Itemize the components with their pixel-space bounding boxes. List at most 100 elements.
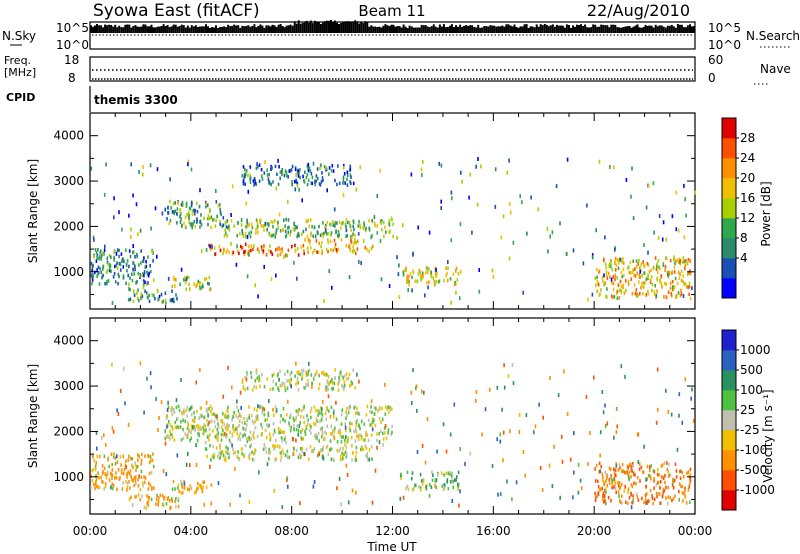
range-gate-cell xyxy=(601,478,604,483)
range-gate-cell xyxy=(316,435,318,439)
range-gate-cell xyxy=(335,248,338,252)
range-gate-cell xyxy=(311,384,313,389)
time-tick-label: 04:00 xyxy=(174,524,209,538)
nsky-bar xyxy=(634,25,637,33)
range-gate-cell xyxy=(407,288,409,292)
range-gate-cell xyxy=(332,248,334,252)
range-gate-cell xyxy=(221,425,223,429)
range-gate-cell xyxy=(646,261,649,266)
range-gate-cell xyxy=(118,274,120,279)
range-gate-cell xyxy=(298,233,300,238)
range-gate-cell xyxy=(351,488,354,493)
range-gate-cell xyxy=(621,462,624,467)
range-gate-cell xyxy=(236,233,238,238)
range-gate-cell xyxy=(360,419,363,424)
range-gate-cell xyxy=(101,275,103,280)
range-gate-cell xyxy=(162,469,165,473)
range-gate-cell xyxy=(353,227,355,232)
range-gate-cell xyxy=(618,258,620,262)
range-gate-cell xyxy=(149,163,152,168)
range-gate-cell xyxy=(314,179,316,184)
range-gate-cell xyxy=(632,494,634,498)
range-gate-cell xyxy=(310,415,312,420)
range-gate-cell xyxy=(121,259,123,263)
range-gate-cell xyxy=(630,468,632,472)
range-gate-cell xyxy=(530,195,532,200)
range-gate-cell xyxy=(249,180,252,185)
range-gate-cell xyxy=(136,465,138,469)
nsky-bar xyxy=(672,26,675,33)
range-gate-cell xyxy=(614,256,617,261)
nsky-bar xyxy=(176,26,179,33)
nsky-bar xyxy=(481,27,484,33)
range-gate-cell xyxy=(362,226,365,231)
range-gate-cell xyxy=(332,223,335,227)
range-gate-cell xyxy=(587,297,589,302)
range-gate-cell xyxy=(392,234,394,239)
range-gate-cell xyxy=(242,181,245,185)
range-gate-cell xyxy=(673,255,675,260)
nsky-bar xyxy=(475,27,478,33)
colorbar-segment xyxy=(722,238,736,259)
nsky-bar xyxy=(606,25,609,33)
range-gate-cell xyxy=(268,172,270,177)
range-gate-cell xyxy=(622,267,625,272)
nsky-bar xyxy=(580,24,582,33)
range-gate-cell xyxy=(140,475,143,479)
range-gate-cell xyxy=(660,282,663,286)
range-gate-cell xyxy=(321,429,323,433)
range-gate-cell xyxy=(640,286,642,290)
nsky-bar xyxy=(521,26,524,33)
range-gate-cell xyxy=(358,219,360,224)
range-gate-cell xyxy=(458,503,460,508)
range-gate-cell xyxy=(199,425,201,429)
range-gate-cell xyxy=(321,426,324,431)
range-gate-cell xyxy=(250,230,252,234)
range-gate-cell xyxy=(186,434,188,438)
range-gate-cell xyxy=(453,402,456,407)
range-gate-cell xyxy=(148,460,151,465)
range-gate-cell xyxy=(408,274,410,279)
range-gate-cell xyxy=(142,165,144,169)
range-gate-cell xyxy=(152,259,154,263)
nsky-bar xyxy=(237,25,240,33)
range-gate-cell xyxy=(591,292,594,297)
range-gate-cell xyxy=(295,415,298,420)
range-gate-cell xyxy=(317,431,320,436)
range-gate-cell xyxy=(632,268,634,272)
range-gate-cell xyxy=(290,370,293,375)
range-gate-cell xyxy=(348,406,350,410)
range-gate-cell xyxy=(657,270,659,275)
range-gate-cell xyxy=(296,370,299,375)
nsky-bar xyxy=(483,26,486,33)
range-gate-cell xyxy=(337,247,340,252)
range-gate-cell xyxy=(313,447,316,451)
range-gate-cell xyxy=(193,212,196,216)
range-gate-cell xyxy=(342,435,344,439)
range-gate-cell xyxy=(614,468,617,472)
range-gate-cell xyxy=(223,457,226,462)
range-gate-cell xyxy=(289,381,291,385)
range-gate-cell xyxy=(691,387,693,392)
range-gate-cell xyxy=(186,405,189,409)
range-gate-cell xyxy=(212,429,214,433)
range-gate-cell xyxy=(319,233,322,237)
range-gate-cell xyxy=(249,444,251,449)
range-gate-cell xyxy=(330,447,332,451)
range-gate-cell xyxy=(322,221,324,225)
range-gate-cell xyxy=(647,289,649,294)
range-gate-cell xyxy=(355,445,358,450)
range-gate-cell xyxy=(110,255,112,259)
range-gate-cell xyxy=(366,247,368,252)
range-gate-cell xyxy=(127,481,129,485)
range-gate-cell xyxy=(338,220,341,225)
range-gate-cell xyxy=(402,270,404,274)
range-gate-cell xyxy=(464,461,466,466)
range-gate-cell xyxy=(611,295,614,300)
range-gate-cell xyxy=(197,431,199,436)
range-gate-cell xyxy=(345,428,347,433)
range-gate-cell xyxy=(179,212,182,216)
range-gate-cell xyxy=(344,181,346,185)
range-gate-cell xyxy=(207,217,210,221)
